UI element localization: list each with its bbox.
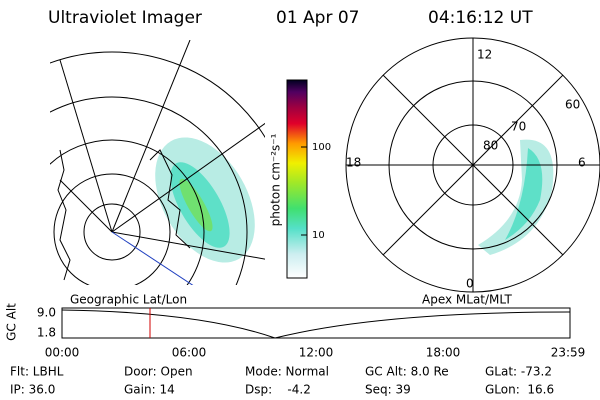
polar-plot xyxy=(345,37,600,293)
title: Ultraviolet Imager xyxy=(48,8,202,28)
colorbar-label: photon cm⁻²s⁻¹ xyxy=(269,133,283,226)
status-field: Mode: Normal xyxy=(245,365,329,379)
altitude-tick: 1.8 xyxy=(37,326,56,340)
colorbar-tick: 100 xyxy=(312,142,331,153)
mlt-label: 0 xyxy=(466,277,474,291)
time-tick: 12:00 xyxy=(299,346,334,360)
mlt-label: 6 xyxy=(578,156,586,170)
status-field: GLat: -73.2 xyxy=(485,365,552,379)
colorbar-tick: 10 xyxy=(312,230,325,241)
altitude-axis-label: GC Alt xyxy=(5,303,19,341)
time-tick: 23:59 xyxy=(551,346,586,360)
altitude-frame xyxy=(61,307,571,339)
time: 04:16:12 UT xyxy=(428,8,533,28)
altitude-curve xyxy=(61,309,571,339)
colorbar xyxy=(286,79,308,279)
status-field: Flt: LBHL xyxy=(10,365,64,379)
status-field: IP: 36.0 xyxy=(10,383,55,397)
altitude-tick: 9.0 xyxy=(37,306,56,320)
time-tick: 18:00 xyxy=(426,346,461,360)
mlat-label: 80 xyxy=(483,139,498,153)
mlt-label: 18 xyxy=(346,156,361,170)
map-label: Geographic Lat/Lon xyxy=(70,293,187,307)
status-field: Door: Open xyxy=(124,365,193,379)
status-field: Seq: 39 xyxy=(365,383,411,397)
status-field: GC Alt: 8.0 Re xyxy=(365,365,449,379)
status-panel: Flt: LBHL Door: Open Mode: Normal GC Alt: 8… xyxy=(10,365,554,397)
mlat-label: 60 xyxy=(565,98,580,112)
status-field: Dsp: -4.2 xyxy=(245,383,311,397)
mlt-label: 12 xyxy=(477,48,492,62)
time-tick: 00:00 xyxy=(45,346,80,360)
time-tick: 06:00 xyxy=(172,346,207,360)
polar-label: Apex MLat/MLT xyxy=(422,293,512,307)
date: 01 Apr 07 xyxy=(276,8,359,28)
mlat-label: 70 xyxy=(511,120,526,134)
geo-map xyxy=(50,40,265,285)
status-field: GLon: 16.6 xyxy=(485,383,554,397)
status-field: Gain: 14 xyxy=(124,383,175,397)
